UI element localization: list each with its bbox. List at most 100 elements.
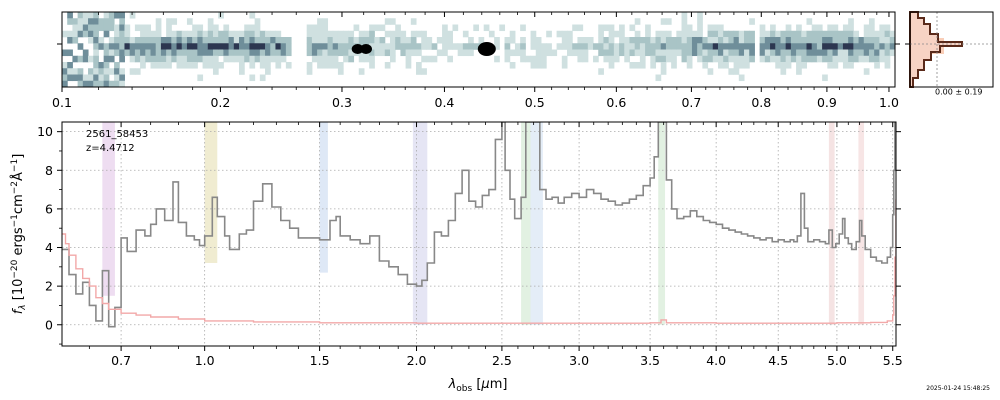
heatmap-cell	[780, 62, 787, 69]
heatmap-cell	[884, 49, 891, 57]
heatmap-cell	[520, 37, 526, 44]
heatmap-cell	[270, 30, 276, 38]
x-tick-label: 4.0	[706, 353, 726, 368]
heatmap-cell	[108, 49, 115, 57]
heatmap-cell	[332, 43, 339, 50]
heatmap-cell	[405, 62, 412, 69]
heatmap-cell	[780, 43, 787, 50]
heatmap-cell	[369, 55, 375, 63]
heatmap-cell	[114, 12, 120, 19]
heatmap-cell	[822, 37, 828, 44]
heatmap-cell	[681, 37, 688, 44]
heatmap-cell	[660, 18, 667, 25]
heatmap-cell	[775, 30, 781, 38]
heatmap-cell	[176, 55, 183, 63]
heatmap-cell	[749, 37, 755, 44]
heatmap-cell	[837, 49, 844, 57]
heatmap-cell	[72, 24, 79, 32]
heatmap-cell	[717, 37, 724, 44]
heatmap-cell	[103, 80, 110, 87]
heatmap-cell	[280, 55, 287, 63]
heatmap-cell	[233, 49, 240, 57]
heatmap-cell	[717, 30, 724, 38]
heatmap-cell	[416, 62, 422, 69]
heatmap-cell	[744, 30, 750, 38]
timestamp: 2025-01-24 15:48:25	[926, 385, 990, 392]
heatmap-cell	[82, 30, 89, 38]
heatmap-cell	[98, 62, 105, 69]
heatmap-cell	[514, 43, 521, 50]
heatmap-cell	[775, 62, 781, 69]
heatmap-cell	[207, 37, 214, 44]
heatmap-cell	[353, 37, 360, 44]
heatmap-cell	[265, 55, 271, 63]
heatmap-cell	[343, 43, 349, 50]
heatmap-cell	[624, 49, 630, 57]
heatmap-cell	[306, 24, 313, 32]
heatmap-cell	[514, 49, 521, 57]
heatmap-cell	[613, 30, 620, 38]
heatmap-cell	[650, 43, 657, 50]
heatmap-cell	[337, 37, 344, 44]
heatmap-cell	[853, 55, 860, 63]
heatmap-cell	[676, 30, 683, 38]
heatmap-cell	[145, 43, 152, 50]
heatmap-cell	[197, 37, 204, 44]
heatmap-cell	[358, 68, 365, 75]
heatmap-cell	[77, 18, 84, 25]
heatmap-cell	[166, 30, 172, 38]
heatmap-cell	[837, 30, 844, 38]
heatmap-cell	[462, 43, 469, 50]
heatmap-cell	[665, 18, 672, 25]
heatmap-cell	[77, 55, 84, 63]
heatmap-cell	[468, 49, 474, 57]
heatmap-cell	[395, 24, 401, 32]
heatmap-cell	[660, 62, 667, 69]
heatmap-cell	[660, 43, 667, 50]
heatmap-cell	[171, 30, 178, 38]
heatmap-cell	[379, 24, 386, 32]
heatmap-cell	[285, 62, 292, 69]
heatmap-cell	[764, 49, 771, 57]
heatmap-cell	[207, 18, 214, 25]
heatmap-cell	[244, 43, 250, 50]
heatmap-cell	[728, 30, 735, 38]
heatmap-cell	[249, 30, 256, 38]
heatmap-cell	[98, 18, 105, 25]
heatmap-cell	[72, 74, 79, 82]
heatmap-cell	[322, 18, 329, 25]
spectrum-1d-panel: 0.7 1.0 1.5 2.0 2.5 3.0 3.5 4.0 4.5 5.0 5.5 0 2 4 6 8 1…	[37, 121, 903, 368]
heatmap-cell	[842, 55, 849, 63]
heatmap-cell	[108, 12, 115, 19]
heatmap-cell	[796, 43, 802, 50]
heatmap-cell	[93, 80, 99, 87]
heatmap-cell	[702, 55, 709, 63]
heatmap-cell	[723, 43, 729, 50]
heatmap-cell	[509, 49, 516, 57]
line-band	[102, 122, 115, 296]
y-tick-label: 6	[45, 201, 53, 216]
heatmap-cell	[244, 55, 250, 63]
y-axis-label: fλ [10−20 ergs−1cm−2Å−1]	[10, 154, 28, 315]
heatmap-cell	[98, 74, 105, 82]
heatmap-cell	[686, 24, 693, 32]
heatmap-cell	[186, 18, 193, 25]
heatmap-cell	[88, 18, 94, 25]
heatmap-cell	[639, 55, 646, 63]
heatmap-cell	[223, 43, 230, 50]
heatmap-cell	[93, 18, 99, 25]
heatmap-cell	[822, 30, 828, 38]
heatmap-cell	[801, 62, 807, 69]
x-tick-label: 4.5	[768, 353, 788, 368]
heatmap-cell	[879, 55, 886, 63]
heatmap-cell	[223, 55, 230, 63]
heatmap-cell	[707, 37, 714, 44]
line-band	[412, 122, 428, 325]
heatmap-cell	[93, 55, 99, 63]
heatmap-cell	[874, 30, 880, 38]
heatmap-cell	[540, 43, 547, 50]
heatmap-cell	[723, 55, 729, 63]
heatmap-cell	[421, 68, 427, 75]
heatmap-cell	[134, 55, 141, 63]
top-x-tick-label: 0.6	[606, 95, 626, 110]
